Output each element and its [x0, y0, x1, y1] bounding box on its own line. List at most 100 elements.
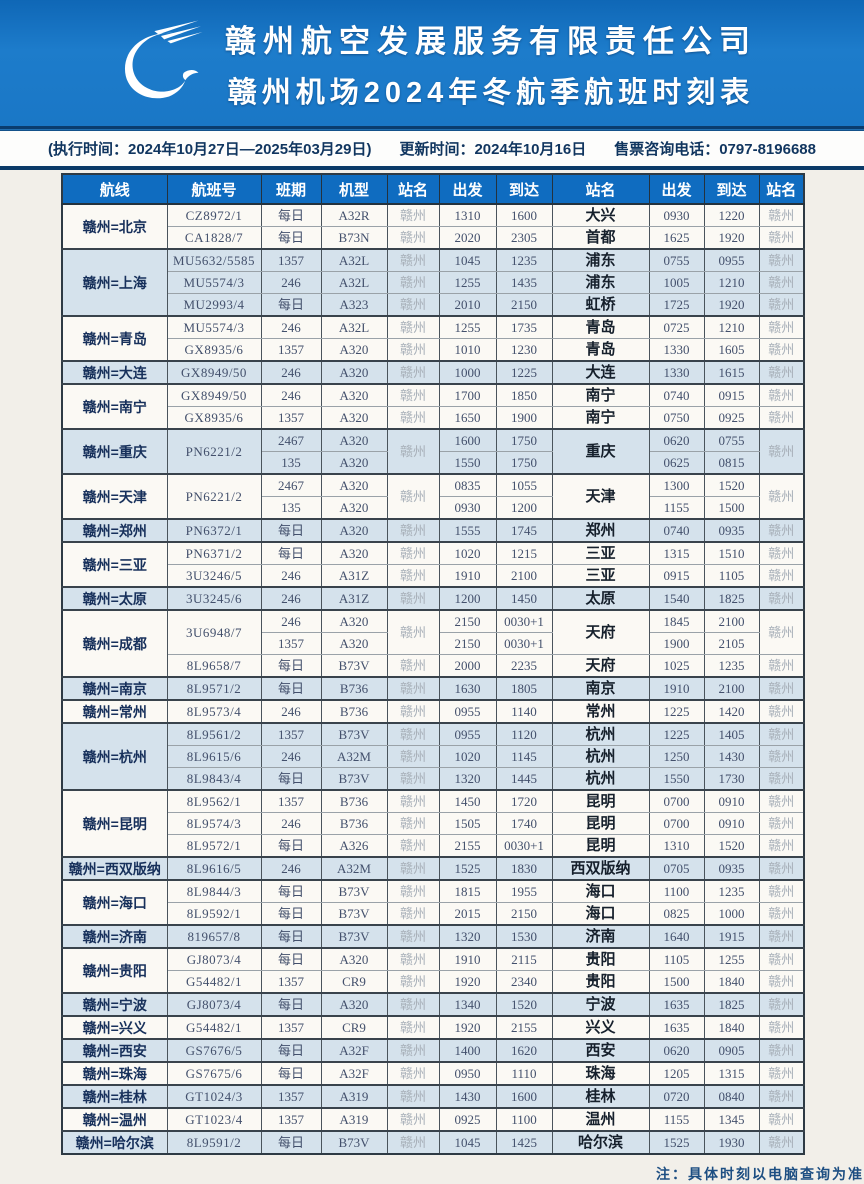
arr-time-cell: 1425	[495, 1130, 553, 1155]
days-cell: 246	[260, 812, 322, 835]
flight-no-cell: 8L9571/2	[166, 676, 262, 701]
column-header: 班期	[260, 173, 322, 205]
arr-time-cell: 1600	[495, 203, 553, 227]
dep-time-cell: 1320	[438, 767, 497, 791]
arr-time-cell: 2100	[703, 676, 760, 701]
station-from-cell: 赣州	[386, 1015, 440, 1040]
table-body: 赣州=北京 CZ8972/1 每日 A32R 赣州 1310 1600 大兴 0930 1220 赣…	[61, 203, 805, 1155]
station-to-cell: 太原	[551, 586, 650, 611]
aircraft-cell: B73V	[320, 902, 388, 926]
flight-no-cell: GX8949/50	[166, 383, 262, 407]
station-to-cell: 宁波	[551, 992, 650, 1017]
route-cell: 赣州=郑州	[61, 518, 168, 543]
dep-time-cell: 1910	[438, 947, 497, 971]
arr-time-cell: 0815	[703, 451, 760, 475]
route-cell: 赣州=太原	[61, 586, 168, 611]
arr-time-cell: 1615	[703, 360, 760, 385]
flight-no-cell: PN6221/2	[166, 473, 262, 520]
station-to-cell: 昆明	[551, 834, 650, 858]
table-row: GX8935/6 1357 A320 赣州 1010 1230 青岛 1330 1605 赣州	[62, 338, 805, 362]
station-back-cell: 赣州	[758, 271, 805, 294]
route-cell: 赣州=西双版纳	[61, 856, 168, 881]
station-to-cell: 西双版纳	[551, 856, 650, 881]
aircraft-cell: B736	[320, 812, 388, 835]
station-from-cell: 赣州	[386, 699, 440, 724]
arr-time-cell: 0030+1	[495, 632, 553, 655]
aircraft-cell: A320	[320, 632, 388, 655]
arr-time-cell: 1215	[495, 541, 553, 565]
arr-time-cell: 1930	[703, 1130, 760, 1155]
dep-time-cell: 1900	[648, 632, 705, 655]
dep-time-cell: 2010	[438, 293, 497, 317]
table-row: 赣州=珠海 GS7675/6 每日 A32F 赣州 0950 1110 珠海 1205 1315 赣…	[61, 1061, 805, 1086]
arr-time-cell: 1840	[703, 1015, 760, 1040]
aircraft-cell: A326	[320, 834, 388, 858]
station-back-cell: 赣州	[758, 586, 805, 611]
arr-time-cell: 1750	[495, 428, 553, 452]
arr-time-cell: 1255	[703, 947, 760, 971]
route-cell: 赣州=重庆	[61, 428, 168, 475]
dep-time-cell: 1045	[438, 1130, 497, 1155]
arr-time-cell: 1730	[703, 767, 760, 791]
days-cell: 246	[260, 609, 322, 633]
aircraft-cell: A320	[320, 609, 388, 633]
days-cell: 246	[260, 383, 322, 407]
days-cell: 1357	[260, 970, 322, 994]
dep-time-cell: 1910	[648, 676, 705, 701]
ticket-phone: 售票咨询电话：0797-8196688	[614, 141, 816, 158]
days-cell: 每日	[260, 1061, 322, 1086]
dep-time-cell: 1540	[648, 586, 705, 611]
dep-time-cell: 0740	[648, 518, 705, 543]
dep-time-cell: 0740	[648, 383, 705, 407]
dep-time-cell: 0700	[648, 789, 705, 813]
days-cell: 每日	[260, 1130, 322, 1155]
table-row: 赣州=哈尔滨 8L9591/2 每日 B73V 赣州 1045 1425 哈尔滨 1525 193…	[61, 1130, 805, 1155]
days-cell: 1357	[260, 248, 322, 272]
dep-time-cell: 1920	[438, 1015, 497, 1040]
company-name: 赣州航空发展服务有限责任公司	[225, 23, 757, 59]
table-row: MU5574/3 246 A32L 赣州 1255 1435 浦东 1005 1210 赣州	[62, 271, 805, 294]
arr-time-cell: 1900	[495, 406, 553, 430]
station-back-cell: 赣州	[758, 992, 805, 1017]
dep-time-cell: 2150	[438, 632, 497, 655]
dep-time-cell: 0625	[648, 451, 705, 475]
route-cell: 赣州=宁波	[61, 992, 168, 1017]
dep-time-cell: 1225	[648, 722, 705, 746]
dep-time-cell: 1330	[648, 360, 705, 385]
dep-time-cell: 1625	[648, 226, 705, 250]
table-row: 赣州=大连 GX8949/50 246 A320 赣州 1000 1225 大连 1330 161…	[61, 360, 805, 385]
station-to-cell: 三亚	[551, 564, 650, 588]
flight-no-cell: GS7675/6	[166, 1061, 262, 1086]
dep-time-cell: 1005	[648, 271, 705, 294]
station-back-cell: 赣州	[758, 541, 805, 565]
arr-time-cell: 0935	[703, 856, 760, 881]
route-cell: 赣州=海口	[61, 879, 168, 926]
station-to-cell: 常州	[551, 699, 650, 724]
arr-time-cell: 1720	[495, 789, 553, 813]
table-row: 赣州=西安 GS7676/5 每日 A32F 赣州 1400 1620 西安 0620 0905 赣…	[61, 1038, 805, 1063]
dep-time-cell: 1845	[648, 609, 705, 633]
dep-time-cell: 1155	[648, 1107, 705, 1132]
station-from-cell: 赣州	[386, 789, 440, 813]
flight-no-cell: 3U3246/5	[166, 564, 262, 588]
column-header: 出发	[648, 173, 705, 205]
dep-time-cell: 0620	[648, 1038, 705, 1063]
arr-time-cell: 2105	[703, 632, 760, 655]
station-from-cell: 赣州	[386, 315, 440, 339]
days-cell: 246	[260, 699, 322, 724]
station-to-cell: 西安	[551, 1038, 650, 1063]
route-cell: 赣州=成都	[61, 609, 168, 678]
aircraft-cell: B73V	[320, 767, 388, 791]
route-cell: 赣州=上海	[61, 248, 168, 317]
dep-time-cell: 0755	[648, 248, 705, 272]
days-cell: 每日	[260, 203, 322, 227]
route-cell: 赣州=青岛	[61, 315, 168, 362]
dep-time-cell: 2020	[438, 226, 497, 250]
arr-time-cell: 1225	[495, 360, 553, 385]
dep-time-cell: 1650	[438, 406, 497, 430]
flight-no-cell: 8L9572/1	[166, 834, 262, 858]
aircraft-cell: A320	[320, 360, 388, 385]
station-back-cell: 赣州	[758, 293, 805, 317]
station-back-cell: 赣州	[758, 473, 805, 520]
days-cell: 1357	[260, 1084, 322, 1109]
